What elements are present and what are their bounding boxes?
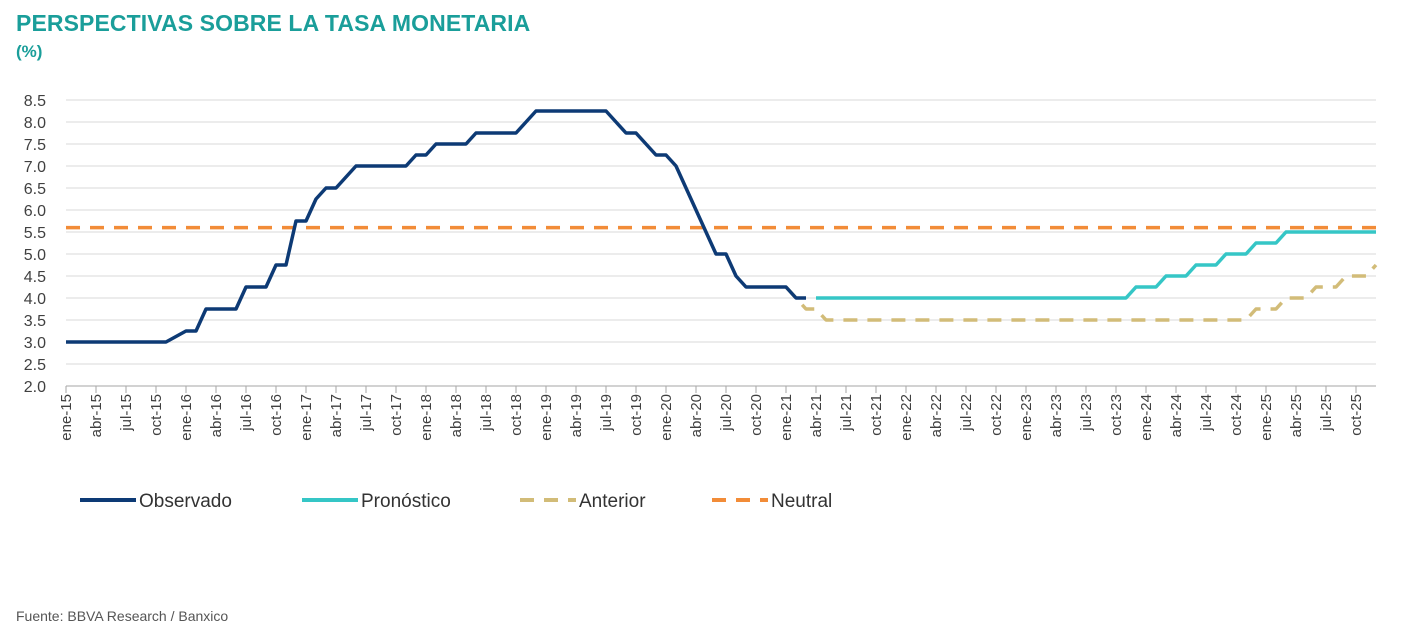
x-tick-label: oct-21 [868,394,885,436]
x-tick-label: ene-17 [298,394,315,441]
series-line-pronostico [816,230,1376,300]
x-tick-label: ene-23 [1018,394,1035,441]
x-tick-label: oct-19 [628,394,645,436]
x-tick-label: jul-15 [118,394,135,432]
x-tick-label: abr-21 [808,394,825,437]
legend-label-anterior: Anterior [579,491,646,512]
y-tick-label: 3.5 [24,313,46,330]
legend-label-neutral: Neutral [771,491,832,512]
x-tick-label: ene-15 [58,394,75,441]
chart-title: PERSPECTIVAS SOBRE LA TASA MONETARIA [16,10,531,36]
x-tick-label: oct-25 [1348,394,1365,436]
x-tick-label: jul-21 [838,394,855,432]
y-tick-label: 3.0 [24,335,46,352]
series-line-anterior [784,263,1378,322]
x-tick-label: oct-15 [148,394,165,436]
y-tick-label: 8.0 [24,115,46,132]
x-tick-label: ene-18 [418,394,435,441]
grid-lines [66,99,1376,365]
x-tick-label: jul-17 [358,394,375,432]
x-tick-label: abr-24 [1168,394,1185,437]
y-tick-label: 8.5 [24,93,46,110]
x-tick-label: oct-20 [748,394,765,436]
y-tick-label: 6.0 [24,203,46,220]
source-note: Fuente: BBVA Research / Banxico [16,608,229,624]
x-tick-label: abr-17 [328,394,345,437]
chart-subtitle: (%) [16,42,43,61]
series-line-observado [66,109,806,344]
series [66,109,1378,344]
y-tick-label: 5.5 [24,225,46,242]
x-tick-label: jul-25 [1318,394,1335,432]
x-tick-label: abr-16 [208,394,225,437]
x-tick-label: abr-20 [688,394,705,437]
x-tick-label: abr-18 [448,394,465,437]
x-tick-label: oct-23 [1108,394,1125,436]
x-tick-label: oct-16 [268,394,285,436]
x-tick-label: abr-15 [88,394,105,437]
x-tick-label: jul-16 [238,394,255,432]
legend: Observado Pronóstico Anterior Neutral [80,491,832,512]
y-tick-label: 6.5 [24,181,46,198]
y-tick-label: 2.5 [24,357,46,374]
legend-label-pronostico: Pronóstico [361,491,451,512]
x-tick-label: oct-18 [508,394,525,436]
x-tick-label: oct-24 [1228,394,1245,436]
x-tick-label: ene-21 [778,394,795,441]
x-tick-label: abr-22 [928,394,945,437]
x-tick-label: ene-25 [1258,394,1275,441]
x-tick-label: ene-20 [658,394,675,441]
x-tick-label: jul-20 [718,394,735,432]
x-tick-label: jul-18 [478,394,495,432]
y-tick-label: 2.0 [24,379,46,396]
y-tick-label: 4.5 [24,269,46,286]
y-tick-label: 7.0 [24,159,46,176]
x-tick-label: oct-17 [388,394,405,436]
x-tick-label: oct-22 [988,394,1005,436]
x-tick-label: abr-23 [1048,394,1065,437]
y-tick-label: 7.5 [24,137,46,154]
x-tick-label: abr-19 [568,394,585,437]
x-tick-label: ene-22 [898,394,915,441]
x-tick-label: ene-24 [1138,394,1155,441]
x-tick-label: ene-16 [178,394,195,441]
axes: 2.0 2.5 3.0 3.5 4.0 4.5 5.0 5.5 6.0 6.5 7.0 7.5 8.0 8… [24,93,1376,441]
y-tick-label: 5.0 [24,247,46,264]
x-tick-label: jul-22 [958,394,975,432]
y-tick-label: 4.0 [24,291,46,308]
x-tick-label: ene-19 [538,394,555,441]
x-tick-label: jul-19 [598,394,615,432]
x-tick-label: jul-24 [1198,394,1215,432]
legend-label-observado: Observado [139,491,232,512]
line-chart: 2.0 2.5 3.0 3.5 4.0 4.5 5.0 5.5 6.0 6.5 7.0 7.5 8.0 8… [24,93,1378,512]
x-tick-label: jul-23 [1078,394,1095,432]
x-tick-label: abr-25 [1288,394,1305,437]
